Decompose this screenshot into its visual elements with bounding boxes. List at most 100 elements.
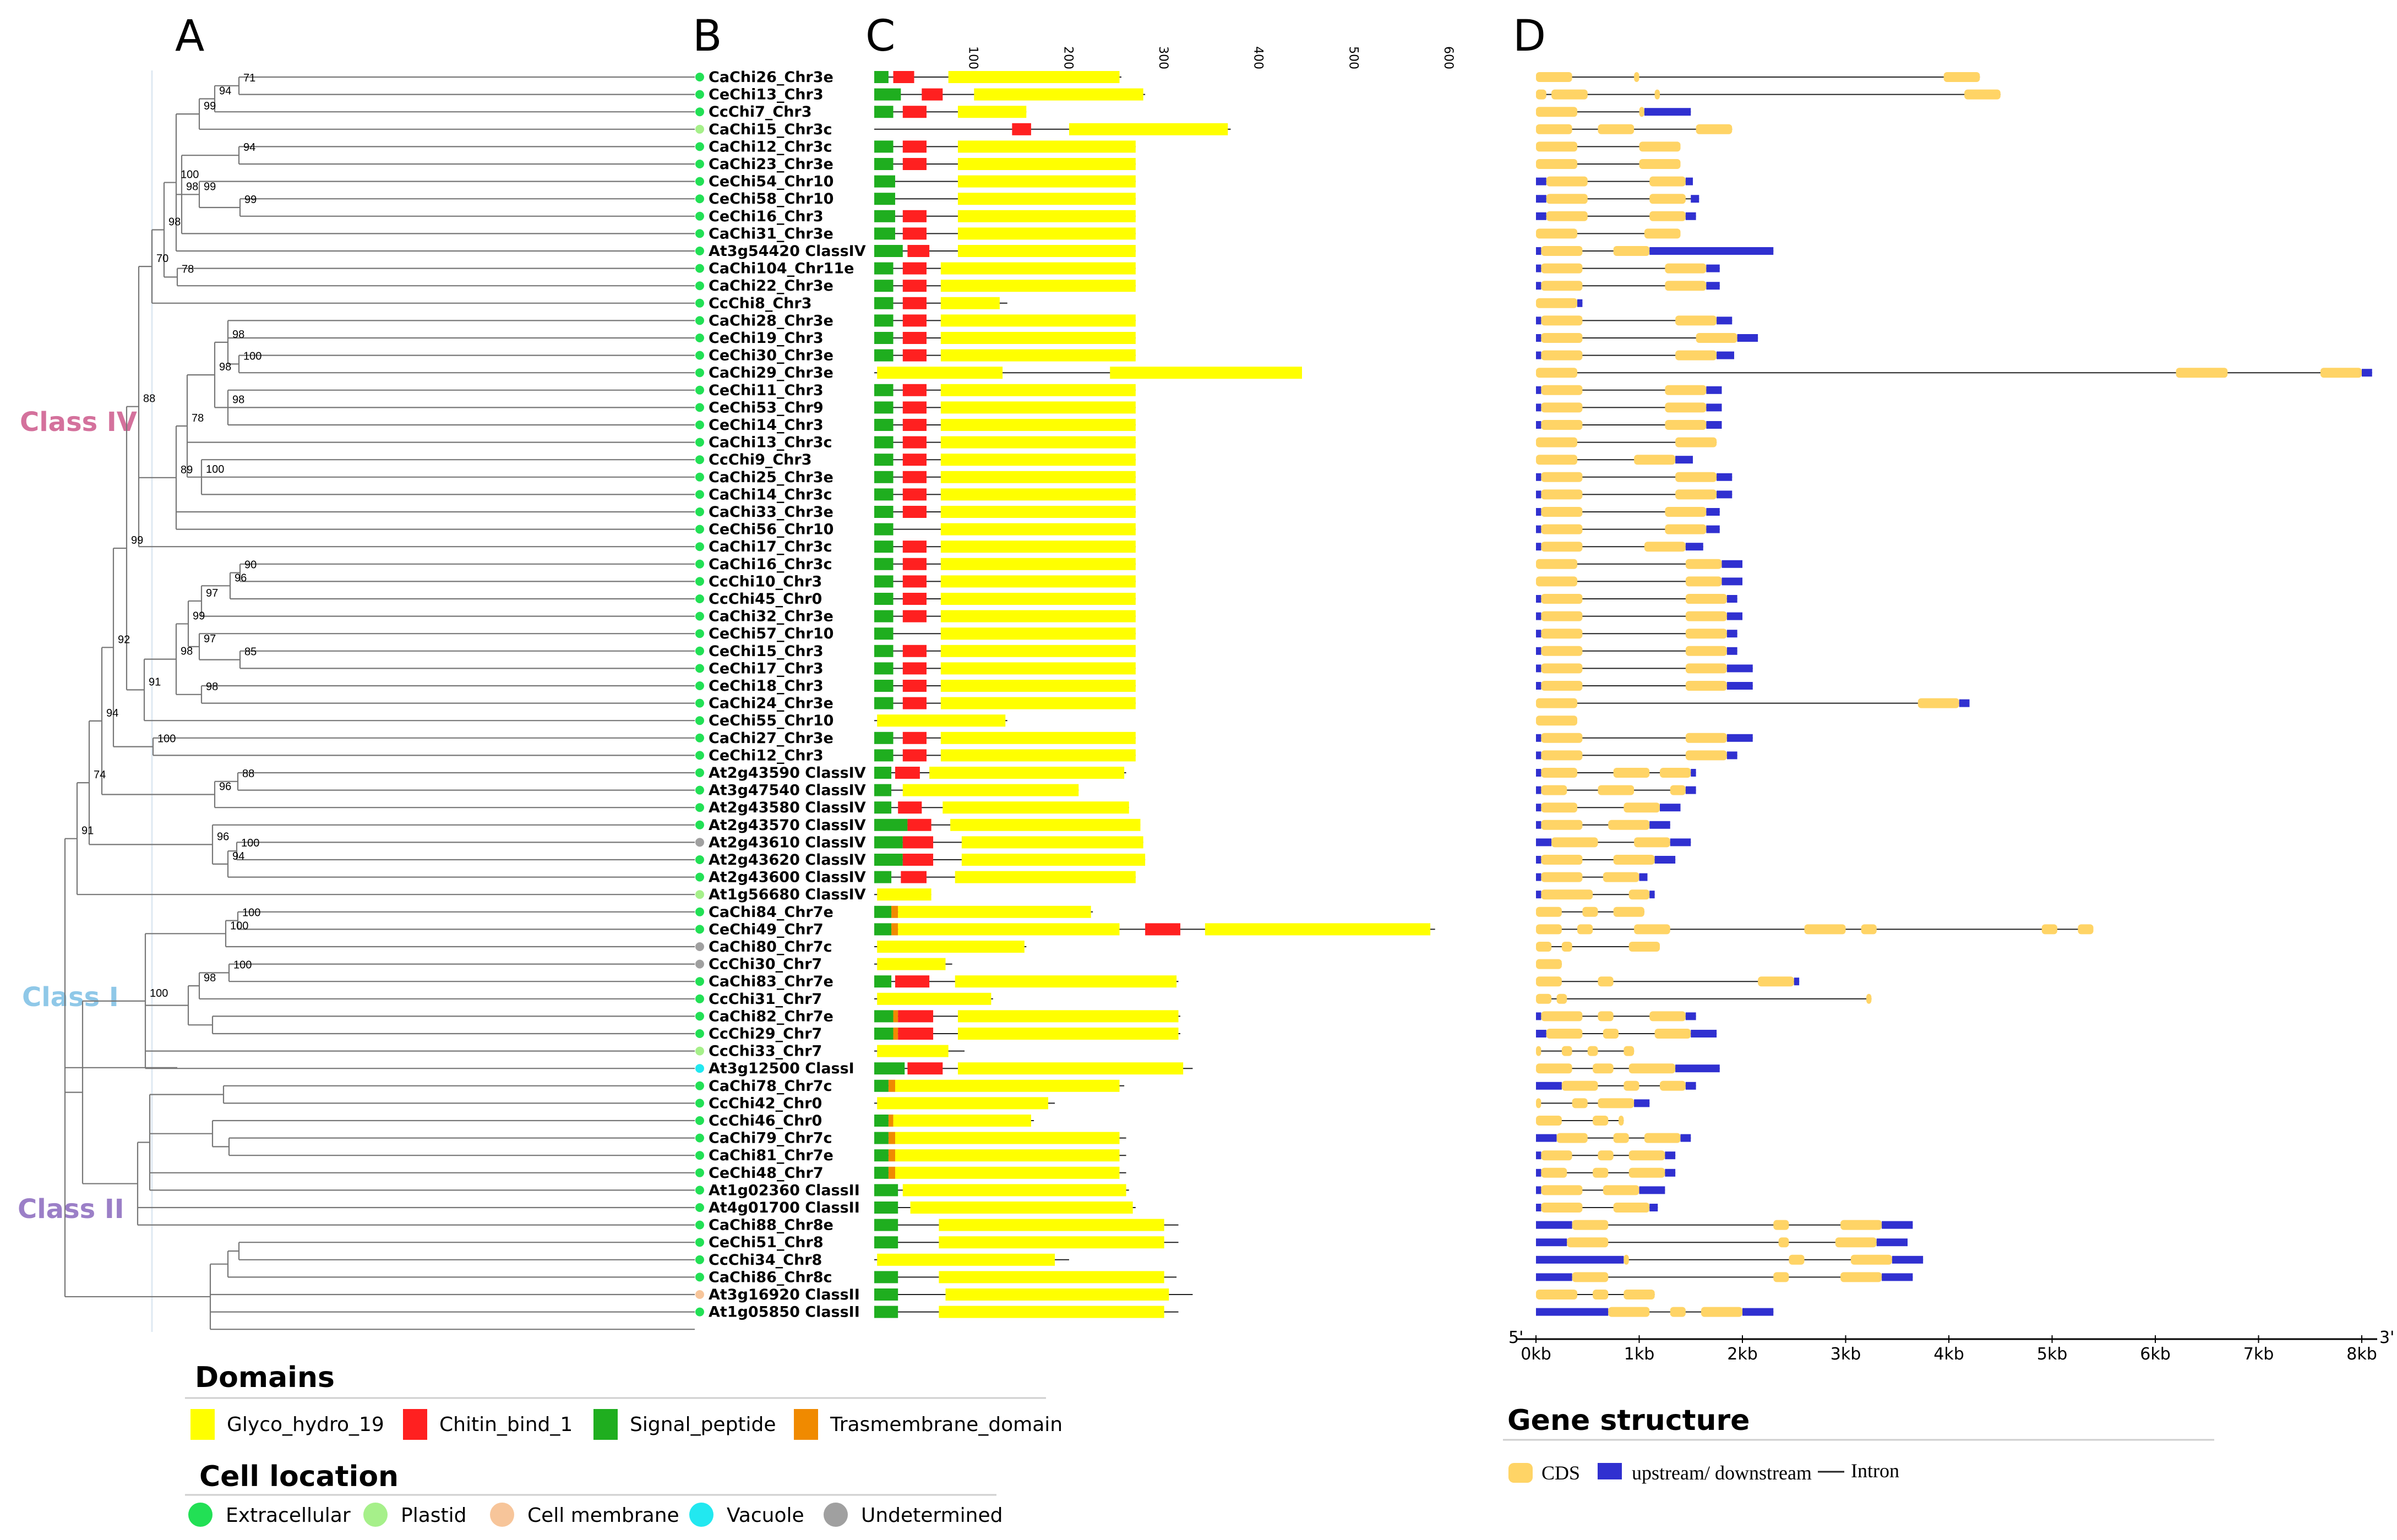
cds-exon	[1685, 681, 1727, 691]
utr-region	[1536, 195, 1546, 203]
gene-label: CaChi28_Chr3e	[709, 312, 833, 329]
location-dot	[695, 351, 704, 360]
cds-exon	[1551, 89, 1588, 100]
cds-exon	[1536, 906, 1562, 917]
bootstrap-label: 94	[106, 707, 118, 719]
cds-exon	[1608, 820, 1650, 830]
utr-region	[1536, 838, 1552, 847]
signal-domain	[874, 836, 903, 849]
glyco-domain	[940, 280, 1136, 292]
gene-label: CaChi86_Chr8c	[709, 1269, 832, 1286]
location-dot	[695, 1029, 704, 1038]
panel-label-c: C	[865, 12, 895, 61]
cds-exon	[1536, 1290, 1577, 1299]
gene-tick-label: 8kb	[2346, 1345, 2377, 1364]
cds-exon	[1649, 194, 1686, 204]
gene-axis-5prime: 5'	[1508, 1328, 1523, 1347]
cds-exon	[1685, 663, 1727, 674]
panel-label-d: D	[1513, 12, 1546, 61]
location-dot	[695, 1290, 704, 1299]
location-dot	[695, 542, 704, 551]
location-dot	[695, 455, 704, 465]
signal-domain	[874, 454, 894, 466]
location-dot	[695, 890, 704, 899]
cds-exon	[1536, 228, 1577, 239]
cds-exon	[1649, 1011, 1686, 1022]
cds-exon	[1536, 576, 1577, 587]
location-dot	[695, 768, 704, 777]
gene-label: At3g12500 ClassI	[709, 1060, 854, 1077]
utr-region	[1722, 560, 1742, 568]
glyco-domain	[940, 662, 1136, 675]
cds-exon	[1644, 542, 1686, 552]
glyco-domain	[957, 210, 1136, 222]
signal-domain	[874, 245, 903, 257]
gene-label: CeChi51_Chr8	[709, 1234, 824, 1251]
chitin-domain	[902, 471, 927, 483]
signal-domain	[874, 1132, 889, 1144]
gene-label: CaChi79_Chr7c	[709, 1130, 832, 1147]
legend-membrane-dot	[490, 1503, 514, 1527]
cds-exon	[1624, 1080, 1639, 1091]
class-label-i: Class I	[22, 982, 119, 1013]
glyco-domain	[895, 1166, 1120, 1179]
legend-utr-label: upstream/ downstream	[1632, 1462, 1812, 1484]
cds-exon	[1541, 733, 1583, 743]
utr-region	[1654, 856, 1676, 864]
glyco-domain	[943, 801, 1129, 814]
utr-region	[1649, 821, 1670, 829]
bootstrap-label: 71	[243, 72, 255, 84]
location-dot	[695, 1168, 704, 1177]
cds-exon	[1598, 1011, 1614, 1022]
cds-exon	[1773, 1220, 1789, 1230]
legend-undetermined-dot	[824, 1503, 848, 1527]
utr-region	[1536, 473, 1541, 481]
gene-label: At2g43570 ClassIV	[709, 817, 866, 834]
gene-tick-label: 0kb	[1521, 1345, 1551, 1364]
cds-exon	[1804, 924, 1846, 935]
chitin-domain	[902, 436, 927, 449]
chitin-domain	[902, 419, 927, 431]
signal-domain	[874, 627, 894, 640]
glyco-domain	[957, 106, 1027, 118]
tm-domain	[888, 1132, 895, 1144]
utr-region	[1536, 351, 1541, 359]
utr-region	[1536, 1168, 1541, 1177]
chitin-domain	[902, 297, 927, 309]
utr-region	[1706, 421, 1722, 429]
gene-label: CaChi26_Chr3e	[709, 69, 833, 86]
gene-label: CeChi19_Chr3	[709, 330, 824, 347]
cds-exon	[1624, 1046, 1635, 1056]
cds-exon	[1536, 107, 1577, 117]
cds-exon	[1634, 72, 1639, 82]
cds-exon	[1541, 1011, 1583, 1022]
cds-exon	[1572, 1098, 1588, 1108]
signal-domain	[874, 731, 894, 744]
utr-region	[1685, 212, 1696, 220]
utr-region	[1737, 334, 1758, 342]
cds-exon	[1536, 942, 1552, 952]
bootstrap-label: 98	[232, 329, 244, 341]
cds-exon	[1541, 542, 1583, 552]
gene-label: At1g02360 ClassII	[709, 1182, 860, 1199]
signal-domain	[874, 1306, 898, 1318]
cds-exon	[1850, 1254, 1892, 1265]
location-dot	[695, 646, 704, 656]
utr-region	[1726, 664, 1753, 673]
cds-exon	[1701, 1307, 1742, 1317]
glyco-domain	[877, 1253, 1055, 1266]
signal-domain	[874, 1166, 889, 1179]
cds-exon	[1654, 1029, 1691, 1039]
gene-label: CaChi78_Chr7c	[709, 1078, 832, 1095]
glyco-domain	[940, 332, 1136, 344]
chitin-domain	[901, 871, 927, 883]
cds-exon	[1541, 872, 1583, 882]
cds-exon	[1536, 716, 1577, 726]
signal-domain	[874, 854, 903, 866]
signal-domain	[874, 975, 892, 988]
location-dot	[695, 298, 704, 308]
cds-exon	[1685, 611, 1727, 621]
glyco-domain	[1069, 123, 1228, 135]
cds-exon	[1639, 107, 1644, 117]
gene-label: CeChi54_Chr10	[709, 173, 833, 190]
